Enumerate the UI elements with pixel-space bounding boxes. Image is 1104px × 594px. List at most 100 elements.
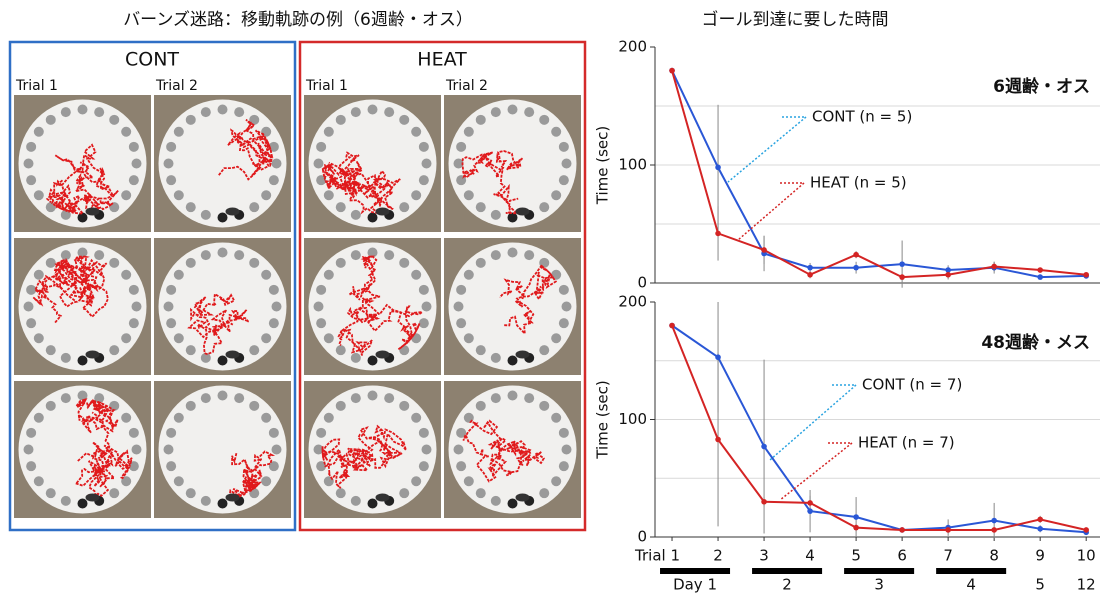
y-tick-label: 100: [618, 410, 647, 428]
maze-hole: [272, 159, 282, 169]
maze-hole: [351, 353, 361, 363]
maze-hole: [476, 202, 486, 212]
maze-hole: [368, 105, 378, 115]
maze-hole: [368, 356, 378, 366]
maze-hole: [218, 356, 228, 366]
maze-hole: [186, 202, 196, 212]
maze-hole: [562, 159, 572, 169]
maze-hole: [261, 190, 271, 200]
maze-hole: [384, 250, 394, 260]
maze-hole: [174, 476, 184, 486]
maze-hole: [559, 285, 569, 295]
maze-photo: [304, 95, 441, 232]
maze-hole: [132, 302, 142, 312]
maze-hole: [539, 401, 549, 411]
maze-photo: [154, 238, 291, 375]
maze-hole: [186, 345, 196, 355]
maze-disc: [159, 100, 287, 228]
maze-hole: [464, 127, 474, 137]
maze-hole: [166, 461, 176, 471]
mouse: [226, 208, 240, 216]
maze-hole: [201, 250, 211, 260]
x-tick-label: 6: [897, 547, 907, 565]
data-point: [761, 499, 767, 505]
maze-hole: [272, 302, 282, 312]
data-point: [669, 323, 675, 329]
data-point: [853, 514, 859, 520]
maze-hole: [551, 127, 561, 137]
data-point: [807, 500, 813, 506]
maze-hole: [261, 333, 271, 343]
maze-photo: [154, 381, 291, 518]
maze-hole: [78, 105, 88, 115]
maze-hole: [46, 345, 56, 355]
maze-hole: [234, 107, 244, 117]
maze-hole: [186, 488, 196, 498]
day-label: 3: [874, 576, 884, 594]
maze-hole: [419, 285, 429, 295]
right-title: ゴール到達に要した時間: [702, 9, 889, 30]
maze-hole: [551, 190, 561, 200]
trial-label: Trial 1: [15, 78, 58, 94]
maze-hole: [261, 413, 271, 423]
maze-hole: [261, 476, 271, 486]
maze-hole: [61, 107, 71, 117]
maze-hole: [132, 159, 142, 169]
maze-hole: [324, 413, 334, 423]
maze-hole: [78, 499, 88, 509]
maze-hole: [384, 107, 394, 117]
maze-hole: [476, 115, 486, 125]
maze-photo: [154, 95, 291, 232]
day-bar: [844, 568, 914, 574]
y-axis-label: Time (sec): [594, 126, 612, 205]
maze-hole: [234, 250, 244, 260]
maze-hole: [456, 318, 466, 328]
maze-hole: [61, 393, 71, 403]
maze-hole: [94, 250, 104, 260]
data-point: [715, 354, 721, 360]
x-tick-label: 10: [1077, 547, 1096, 565]
maze-disc: [449, 243, 577, 371]
maze-hole: [419, 142, 429, 152]
data-point: [1037, 526, 1043, 532]
maze-hole: [551, 413, 561, 423]
maze-hole: [399, 202, 409, 212]
series-line: [672, 326, 1086, 531]
y-tick-label: 200: [618, 38, 647, 56]
maze-hole: [456, 461, 466, 471]
data-point: [1037, 517, 1043, 523]
maze-hole: [174, 413, 184, 423]
maze-hole: [26, 318, 36, 328]
trial-label: Trial 1: [305, 78, 348, 94]
x-tick-label: 7: [943, 547, 953, 565]
maze-hole: [121, 333, 131, 343]
maze-hole: [132, 445, 142, 455]
maze-hole: [272, 445, 282, 455]
maze-hole: [419, 175, 429, 185]
maze-hole: [316, 285, 326, 295]
data-point: [853, 265, 859, 271]
maze-hole: [269, 175, 279, 185]
maze-hole: [186, 401, 196, 411]
maze-hole: [164, 302, 174, 312]
series-label: HEAT (n = 5): [810, 174, 907, 192]
maze-hole: [559, 461, 569, 471]
maze-hole: [174, 127, 184, 137]
maze-hole: [422, 445, 432, 455]
maze-hole: [464, 413, 474, 423]
maze-hole: [26, 428, 36, 438]
maze-hole: [129, 428, 139, 438]
day-bar: [752, 568, 822, 574]
maze-hole: [201, 496, 211, 506]
data-point: [853, 252, 859, 258]
maze-hole: [78, 356, 88, 366]
maze-hole: [551, 333, 561, 343]
maze-hole: [351, 393, 361, 403]
maze-hole: [368, 213, 378, 223]
maze-hole: [129, 175, 139, 185]
y-tick-label: 200: [618, 293, 647, 311]
maze-hole: [249, 258, 259, 268]
maze-hole: [524, 250, 534, 260]
maze-hole: [562, 445, 572, 455]
maze-hole: [121, 190, 131, 200]
